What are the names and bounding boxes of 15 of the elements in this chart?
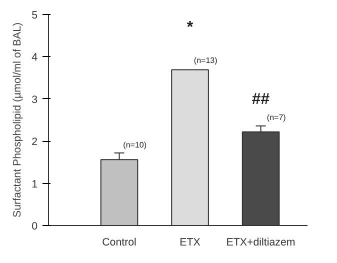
y-tick-label: 0 xyxy=(32,220,38,232)
annotation: * xyxy=(186,18,194,36)
y-tick-label: 5 xyxy=(32,10,38,22)
annotation: (n=7) xyxy=(266,113,286,122)
x-tick-label: ETX+diltiazem xyxy=(226,236,296,248)
annotation: (n=10) xyxy=(123,140,147,150)
x-tick-label: ETX xyxy=(180,236,200,248)
y-tick-label: 4 xyxy=(32,52,38,64)
y-axis-title: Surfactant Phospholipid (µmol/ml of BAL) xyxy=(12,22,24,218)
y-tick-label: 3 xyxy=(32,94,38,106)
annotation: ## xyxy=(252,90,270,108)
y-tick-label: 2 xyxy=(32,136,38,148)
x-tick-label: Control xyxy=(102,236,136,248)
annotation: (n=13) xyxy=(194,56,218,66)
y-tick-label: 1 xyxy=(32,178,38,190)
